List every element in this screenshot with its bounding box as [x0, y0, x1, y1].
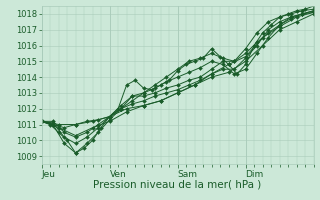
- X-axis label: Pression niveau de la mer( hPa ): Pression niveau de la mer( hPa ): [93, 180, 262, 190]
